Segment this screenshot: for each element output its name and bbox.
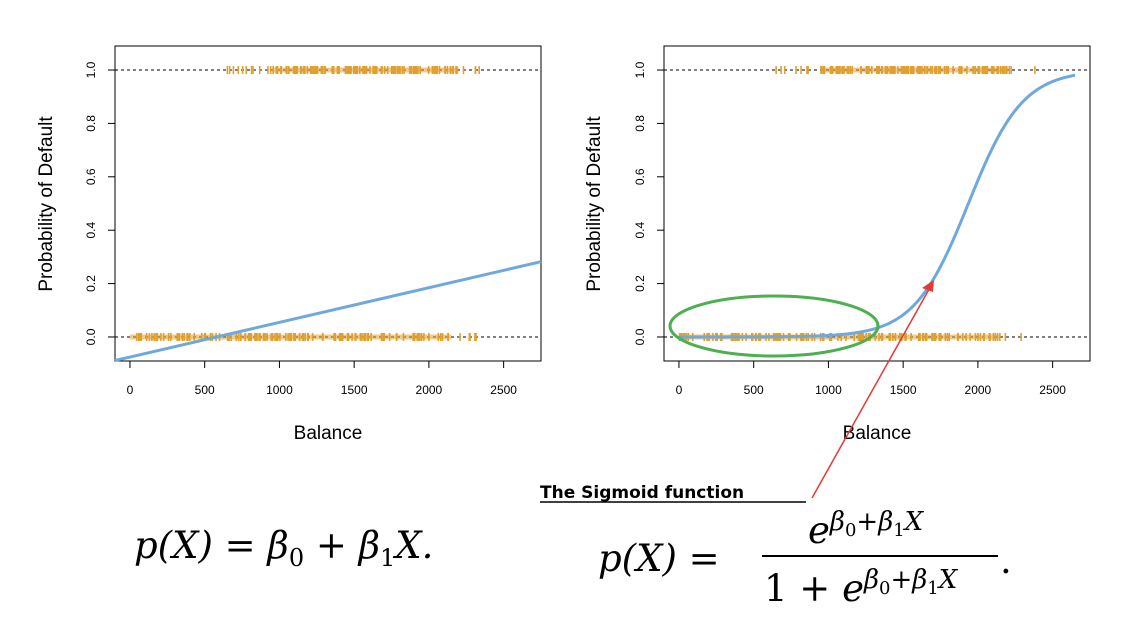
x-tick-label: 1000 <box>266 383 293 397</box>
den-exp-beta0-sub: 0 <box>879 578 890 599</box>
num-e: e <box>808 509 830 552</box>
logistic-eq-denominator: 1 + eβ0+β1X <box>764 565 959 610</box>
logistic-eq-numerator: eβ0+β1X <box>808 507 925 552</box>
x-tick-label: 500 <box>744 383 764 397</box>
den-exp-beta1-sub: 1 <box>927 578 938 599</box>
x-tick-label: 0 <box>676 383 683 397</box>
data-points-band <box>678 334 1001 340</box>
y-tick-label: 0.0 <box>633 328 647 345</box>
num-exp-beta1: β <box>877 507 893 537</box>
linear-eq-beta1-sub: 1 <box>380 544 395 572</box>
logistic-equation: p(X) = eβ0+β1X 1 + eβ0+β1X . <box>598 507 1012 610</box>
annotation-arrow <box>811 280 934 499</box>
linear-eq-beta1: β <box>357 524 380 567</box>
den-exp-x: X <box>937 565 959 595</box>
arrow-head <box>922 280 934 292</box>
linear-eq-tail: X. <box>392 524 433 567</box>
den-e: e <box>842 567 864 610</box>
x-tick-label: 0 <box>127 383 134 397</box>
logistic-regression-chart: 0 500 1000 1500 2000 2500 0.0 0.2 0.4 0.6 0.8 1.0 B… <box>584 45 1091 444</box>
y-tick-label: 0.4 <box>84 222 98 239</box>
x-tick-label: 2500 <box>490 383 517 397</box>
y-tick-label: 0.0 <box>84 328 98 345</box>
num-exp-beta1-sub: 1 <box>893 520 904 541</box>
axis-ticks: 0 500 1000 1500 2000 2500 0.0 0.2 0.4 0.6 0.8 1.0 <box>84 61 517 397</box>
num-exp-beta0: β <box>829 507 845 537</box>
linear-regression-chart: 0 500 1000 1500 2000 2500 0.0 0.2 0.4 0.6 0.8 1.0 B… <box>36 45 542 444</box>
x-tick-label: 500 <box>195 383 215 397</box>
axis-ticks: 0 500 1000 1500 2000 2500 0.0 0.2 0.4 0.6 0.8 1.0 <box>633 61 1066 397</box>
fit-curve <box>114 260 542 362</box>
x-tick-label: 2000 <box>965 383 992 397</box>
y-tick-label: 0.8 <box>633 115 647 132</box>
fit-curve-line <box>114 260 542 362</box>
y-tick-label: 0.8 <box>84 115 98 132</box>
data-points <box>129 66 480 341</box>
linear-eq-lhs: p(X) = <box>134 524 267 567</box>
plot-frame <box>114 45 542 362</box>
x-tick-label: 1500 <box>890 383 917 397</box>
x-tick-label: 1500 <box>341 383 368 397</box>
y-tick-label: 0.6 <box>84 168 98 185</box>
data-points-band <box>271 67 459 73</box>
y-tick-label: 0.6 <box>633 168 647 185</box>
y-tick-label: 0.2 <box>633 275 647 292</box>
plot-frame <box>663 45 1091 362</box>
num-exp-beta0-sub: 0 <box>845 520 856 541</box>
linear-eq-plus: + <box>304 524 359 567</box>
x-tick-label: 1000 <box>815 383 842 397</box>
y-tick-label: 0.2 <box>84 275 98 292</box>
den-one-plus: 1 + <box>764 567 842 610</box>
den-exp-plus: + <box>890 565 912 595</box>
y-tick-label: 1.0 <box>84 61 98 78</box>
linear-eq-beta0-sub: 0 <box>289 544 304 572</box>
den-exp-beta1: β <box>911 565 927 595</box>
sigmoid-label: The Sigmoid function <box>540 483 744 503</box>
num-exp-plus: + <box>856 507 878 537</box>
logistic-eq-tail: . <box>1000 539 1012 582</box>
y-tick-label: 1.0 <box>633 61 647 78</box>
data-points-band <box>820 67 1008 73</box>
logistic-eq-lhs: p(X) = <box>598 537 720 580</box>
x-tick-label: 2500 <box>1039 383 1066 397</box>
num-exp-x: X <box>903 507 925 537</box>
highlight-ellipse <box>668 294 880 358</box>
linear-eq-beta0: β <box>265 524 288 567</box>
x-tick-label: 2000 <box>416 383 443 397</box>
x-axis-label: Balance <box>294 423 363 444</box>
data-points-band <box>129 334 452 340</box>
linear-equation: p(X) = β0 + β1X. <box>134 524 433 572</box>
den-exp-beta0: β <box>863 565 879 595</box>
y-axis-label: Probability of Default <box>584 116 605 292</box>
arrow-line <box>811 283 933 499</box>
y-axis-label: Probability of Default <box>36 116 57 292</box>
y-tick-label: 0.4 <box>633 222 647 239</box>
x-axis-label: Balance <box>843 423 912 444</box>
